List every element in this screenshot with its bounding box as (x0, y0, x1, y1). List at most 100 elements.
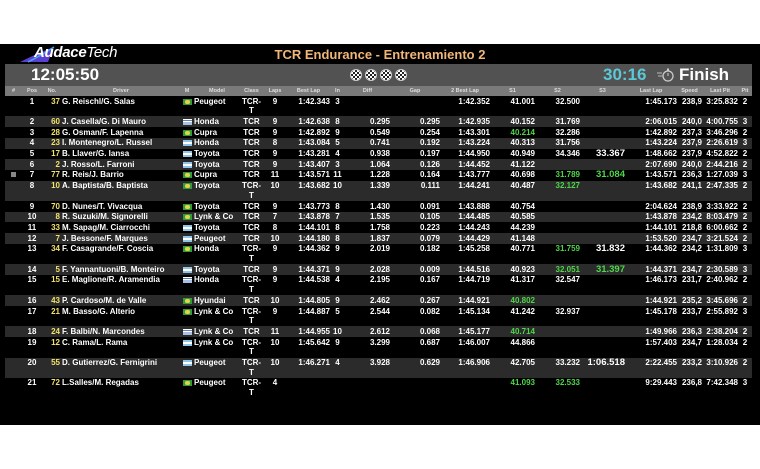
cell-gap: 0.629 (390, 357, 440, 378)
cell-mark (5, 201, 22, 212)
column-header[interactable]: Best Lap (287, 86, 330, 96)
cell-speed: 241,1 (677, 180, 702, 202)
cell-diff: 2.612 (345, 326, 390, 338)
table-row[interactable]: 21 72 L.Salles/M. Regadas Peugeot TCR-T 4 41.0… (5, 378, 752, 398)
timer-bar: 12:05:50 30:16 Finish (5, 64, 752, 86)
class-label: TCR (243, 212, 260, 222)
column-header[interactable]: 2 Best Lap (440, 86, 490, 96)
table-row[interactable]: 8 10 A. Baptista/B. Baptista Toyota TCR-T 10 1… (5, 180, 752, 202)
cell-mark (5, 264, 22, 275)
cell-s3 (580, 337, 625, 357)
cell-last: 1:48.662 (645, 149, 677, 159)
cell-class: TCR-T (240, 96, 263, 116)
cell-s2: 32.286 (555, 127, 580, 137)
cell-in: 8 (335, 201, 340, 211)
table-header: # Pos No. Driver M Model Class Laps Best Lap In Di… (5, 86, 752, 96)
column-header[interactable]: # (5, 86, 22, 96)
cell-speed: 234,7 (677, 233, 702, 244)
column-header[interactable]: S3 (580, 86, 625, 96)
cell-last: 1:44.362 (645, 244, 677, 254)
cell-s1: 41.093 (510, 378, 535, 388)
cell-s2 (535, 201, 580, 212)
column-header[interactable]: Diff (345, 86, 390, 96)
table-row[interactable]: 6 2 J. Rosso/L. Farroni Toyota TCR 9 1:43.407 3… (5, 159, 752, 170)
table-row[interactable]: 13 34 F. Casagrande/F. Coscia Honda TCR-T 9 1:… (5, 244, 752, 264)
column-header[interactable]: No. (42, 86, 62, 96)
country-flag-icon (182, 118, 192, 125)
column-header[interactable]: Last Pit (702, 86, 738, 96)
cell-model: Peugeot (194, 378, 226, 388)
table-row[interactable]: 16 43 P. Cardoso/M. de Valle Hyundai TCR 10 1:… (5, 295, 752, 307)
column-header[interactable]: Pit (738, 86, 752, 96)
cell-best: 1:43.682 (287, 180, 330, 202)
cell-no: 17 (51, 149, 60, 159)
country-flag-icon (182, 161, 192, 168)
class-label: TCR (243, 127, 260, 137)
column-header[interactable]: M (180, 86, 194, 96)
table-row[interactable]: 15 15 E. Maglione/R. Aramendia Honda TCR-T 9 1… (5, 275, 752, 295)
column-header[interactable]: Last Lap (625, 86, 677, 96)
class-label: TCR-T (241, 358, 262, 377)
cell-mark (5, 357, 22, 378)
cell-model: Toyota (194, 149, 220, 159)
class-label: TCR (243, 264, 260, 274)
table-row[interactable]: 1 37 G. Reischl/G. Salas Peugeot TCR-T 9 1:42.… (5, 96, 752, 116)
table-row[interactable]: 4 23 I. Montenegro/L. Russel Honda TCR 8 1:43.… (5, 137, 752, 149)
cell-flag (180, 116, 194, 128)
column-header[interactable]: Class (240, 86, 263, 96)
cell-best2: 1:44.950 (458, 149, 490, 159)
cell-best: 1:44.887 (298, 306, 330, 316)
cell-best: 1:43.571 (298, 170, 330, 180)
table-row[interactable]: 11 33 M. Sapag/M. Ciarrocchi Toyota TCR 8 1:44… (5, 222, 752, 233)
cell-driver: J. Bessone/F. Marques (62, 233, 180, 244)
table-row[interactable]: 7 77 R. Reis/J. Barrio Cupra TCR 11 1:43.571 11… (5, 170, 752, 181)
column-header[interactable]: Gap (390, 86, 440, 96)
cell-laps: 9 (272, 96, 278, 106)
table-row[interactable]: 20 55 D. Gutierrez/G. Fernigrini Peugeot TCR… (5, 357, 752, 378)
column-header[interactable]: Laps (263, 86, 287, 96)
cell-diff (345, 378, 390, 398)
cell-pos: 16 (22, 295, 42, 307)
cell-s2 (535, 326, 580, 338)
table-row[interactable]: 19 12 C. Rama/L. Rama Lynk & Co TCR-T 10 1:45.… (5, 337, 752, 357)
cell-lastpit: 4:52.822 (706, 149, 738, 159)
cell-diff: 1.228 (369, 170, 390, 180)
cell-laps: 9 (272, 306, 278, 316)
cell-in: 8 (330, 116, 345, 128)
cell-gap: 0.267 (390, 295, 440, 307)
cell-laps: 7 (263, 211, 287, 223)
cell-driver: I. Montenegro/L. Russel (62, 137, 180, 149)
cell-best2: 1:46.007 (458, 337, 490, 347)
table-row[interactable]: 17 21 M. Basso/G. Alterio Lynk & Co TCR-T 9 1:… (5, 306, 752, 326)
cell-driver: M. Sapag/M. Ciarrocchi (62, 222, 151, 232)
cell-pos: 5 (29, 149, 35, 159)
column-header[interactable]: S1 (490, 86, 535, 96)
table-row[interactable]: 10 8 R. Suzuki/M. Signorelli Lynk & Co TCR 7 1… (5, 211, 752, 223)
column-header[interactable]: Pos (22, 86, 42, 96)
cell-s1: 40.923 (490, 264, 535, 275)
column-header[interactable]: S2 (535, 86, 580, 96)
column-header[interactable]: In (330, 86, 345, 96)
cell-in: 9 (330, 295, 345, 307)
cell-gap: 0.068 (390, 326, 440, 338)
table-row[interactable]: 14 5 F. Yannantuoni/B. Monteiro Toyota TCR 9 1… (5, 264, 752, 275)
cell-pit: 3 (742, 378, 748, 388)
column-header[interactable]: Driver (62, 86, 180, 96)
cell-best: 1:43.773 (298, 201, 330, 211)
cell-no: 72 (51, 378, 60, 388)
column-header[interactable]: Model (194, 86, 240, 96)
table-row[interactable]: 18 24 F. Balbi/N. Marcondes Lynk & Co TCR 11 1… (5, 326, 752, 338)
table-row[interactable]: 9 70 D. Nunes/T. Vivacqua Toyota TCR 9 1:43.77… (5, 201, 752, 212)
cell-class: TCR (240, 137, 263, 149)
table-row[interactable]: 3 28 G. Osman/F. Lapenna Cupra TCR 9 1:42.892 9… (5, 127, 752, 138)
class-label: TCR-T (241, 337, 262, 357)
table-row[interactable]: 12 7 J. Bessone/F. Marques Peugeot TCR 10 1:44… (5, 233, 752, 244)
cell-last: 1:57.403 (645, 337, 677, 347)
column-header[interactable]: Speed (677, 86, 702, 96)
table-row[interactable]: 5 17 B. Llaver/G. Iansa Toyota TCR 9 1:43.281 4… (5, 149, 752, 160)
country-flag-icon (182, 297, 192, 304)
cell-flag (180, 326, 194, 338)
table-row[interactable]: 2 60 J. Casella/G. Di Mauro Honda TCR 9 1:42.6… (5, 116, 752, 128)
timing-board: AudaceTech TCR Endurance - Entrenamiento… (0, 44, 760, 425)
cell-gap (390, 378, 440, 398)
